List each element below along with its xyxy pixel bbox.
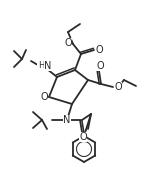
Text: O: O <box>114 82 122 92</box>
Text: N: N <box>44 61 52 71</box>
Text: N: N <box>63 115 71 125</box>
Text: O: O <box>95 45 103 55</box>
Text: O: O <box>79 132 87 142</box>
Text: H: H <box>38 61 44 70</box>
Text: O: O <box>64 38 72 48</box>
Text: O: O <box>40 92 48 102</box>
Text: O: O <box>96 61 104 71</box>
